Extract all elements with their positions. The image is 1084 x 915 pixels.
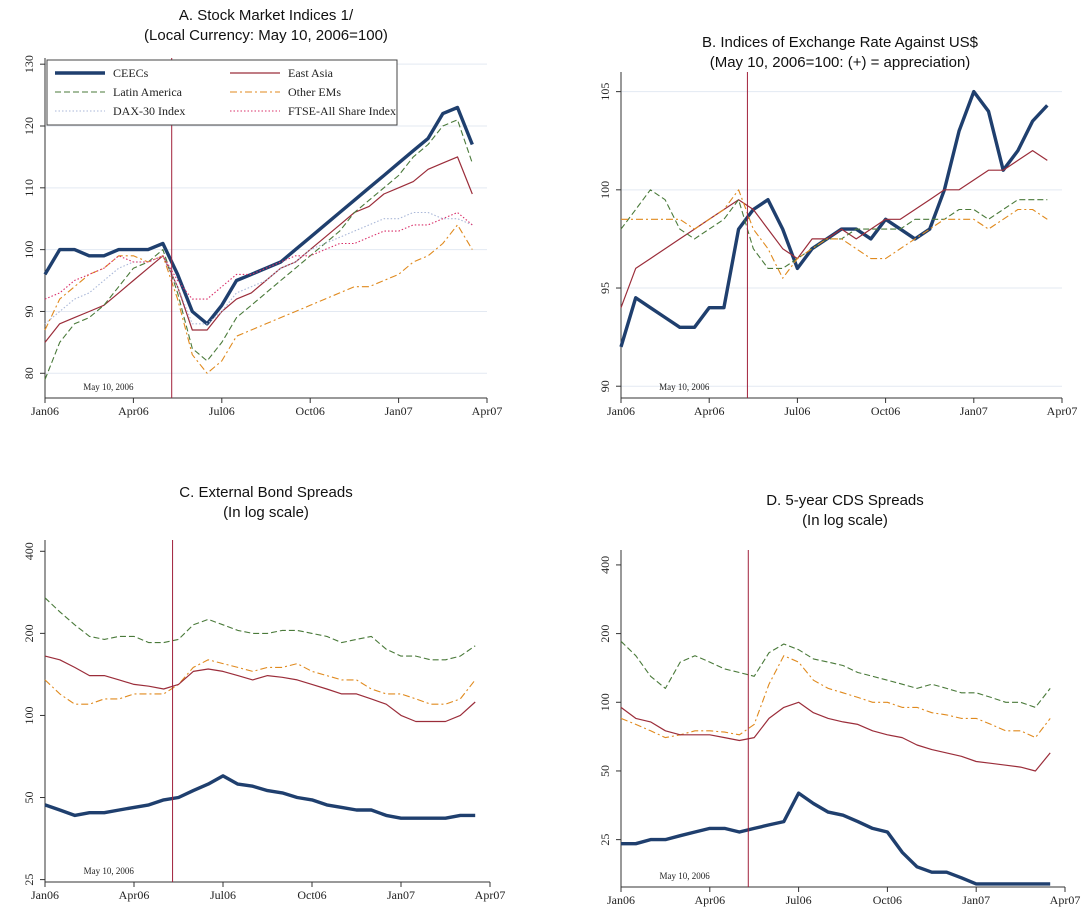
legend-label: CEECs xyxy=(113,66,149,80)
x-tick-label: Jul06 xyxy=(210,888,236,902)
y-tick-label: 90 xyxy=(598,380,612,392)
series-line xyxy=(619,89,1049,348)
x-tick-label: Apr07 xyxy=(1047,404,1078,418)
series-line xyxy=(621,791,1051,886)
y-tick-label: 200 xyxy=(598,625,612,643)
x-tick-label: Apr06 xyxy=(694,404,725,418)
chart-subtitle: (May 10, 2006=100: (+) = appreciation) xyxy=(710,54,971,71)
x-tick-label: Jan06 xyxy=(607,893,635,907)
y-tick-label: 400 xyxy=(22,542,36,560)
y-tick-label: 100 xyxy=(22,241,36,259)
y-tick-label: 120 xyxy=(22,117,36,135)
chart-subtitle: (In log scale) xyxy=(223,504,309,521)
series-line xyxy=(44,119,473,380)
series-line xyxy=(44,597,476,661)
y-tick-label: 25 xyxy=(22,874,36,886)
series-line xyxy=(620,655,1051,739)
series-line xyxy=(43,105,474,326)
series-line xyxy=(44,224,473,374)
y-tick-label: 100 xyxy=(22,706,36,724)
legend-label: Latin America xyxy=(113,85,183,99)
y-tick-label: 200 xyxy=(22,624,36,642)
chart-title: B. Indices of Exchange Rate Against US$ xyxy=(702,34,979,51)
x-tick-label: Oct06 xyxy=(873,893,902,907)
x-tick-label: Jan07 xyxy=(387,888,415,902)
y-tick-label: 110 xyxy=(22,179,36,197)
x-tick-label: Apr06 xyxy=(694,893,725,907)
series-line xyxy=(620,701,1051,772)
event-annotation: May 10, 2006 xyxy=(659,382,710,392)
x-tick-label: Jan06 xyxy=(31,888,59,902)
y-tick-label: 25 xyxy=(598,834,612,846)
event-annotation: May 10, 2006 xyxy=(84,866,135,876)
series-line xyxy=(620,150,1048,308)
x-tick-label: Apr07 xyxy=(475,888,506,902)
series-line xyxy=(44,211,473,325)
x-tick-label: Apr07 xyxy=(472,404,503,418)
x-tick-label: Jan07 xyxy=(962,893,990,907)
legend-label: DAX-30 Index xyxy=(113,104,185,118)
event-annotation: May 10, 2006 xyxy=(660,871,711,881)
x-tick-label: Oct06 xyxy=(871,404,900,418)
legend-box xyxy=(46,59,398,126)
legend-label: FTSE-All Share Index xyxy=(288,104,396,118)
y-tick-label: 105 xyxy=(598,83,612,101)
chart-subtitle: (Local Currency: May 10, 2006=100) xyxy=(144,27,388,44)
series-line xyxy=(620,640,1051,708)
series-line xyxy=(621,189,1048,279)
x-tick-label: Apr06 xyxy=(119,888,150,902)
y-tick-label: 100 xyxy=(598,693,612,711)
x-tick-label: Jan06 xyxy=(31,404,59,418)
y-tick-label: 400 xyxy=(598,556,612,574)
chart-title: A. Stock Market Indices 1/ xyxy=(179,7,354,24)
y-tick-label: 130 xyxy=(22,55,36,73)
legend-label: Other EMs xyxy=(288,85,341,99)
x-tick-label: Jan07 xyxy=(385,404,413,418)
x-tick-label: Apr07 xyxy=(1050,893,1081,907)
series-line xyxy=(44,655,476,723)
y-tick-label: 100 xyxy=(598,181,612,199)
series-line xyxy=(44,774,476,820)
chart-title: C. External Bond Spreads xyxy=(179,484,352,501)
x-tick-label: Jan07 xyxy=(960,404,988,418)
y-tick-label: 50 xyxy=(598,765,612,777)
series-line xyxy=(44,659,476,705)
chart-subtitle: (In log scale) xyxy=(802,512,888,529)
x-tick-label: Jul06 xyxy=(784,404,810,418)
x-tick-label: Jan06 xyxy=(607,404,635,418)
chart-title: D. 5-year CDS Spreads xyxy=(766,492,924,509)
x-tick-label: Apr06 xyxy=(118,404,149,418)
y-tick-label: 95 xyxy=(598,282,612,294)
y-tick-label: 50 xyxy=(22,792,36,804)
y-tick-label: 80 xyxy=(22,367,36,379)
legend-label: East Asia xyxy=(288,66,334,80)
series-line xyxy=(620,189,1048,269)
x-tick-label: Oct06 xyxy=(297,888,326,902)
y-tick-label: 90 xyxy=(22,305,36,317)
x-tick-label: Jul06 xyxy=(786,893,812,907)
x-tick-label: Jul06 xyxy=(209,404,235,418)
x-tick-label: Oct06 xyxy=(296,404,325,418)
series-line xyxy=(44,156,473,343)
event-annotation: May 10, 2006 xyxy=(83,382,134,392)
